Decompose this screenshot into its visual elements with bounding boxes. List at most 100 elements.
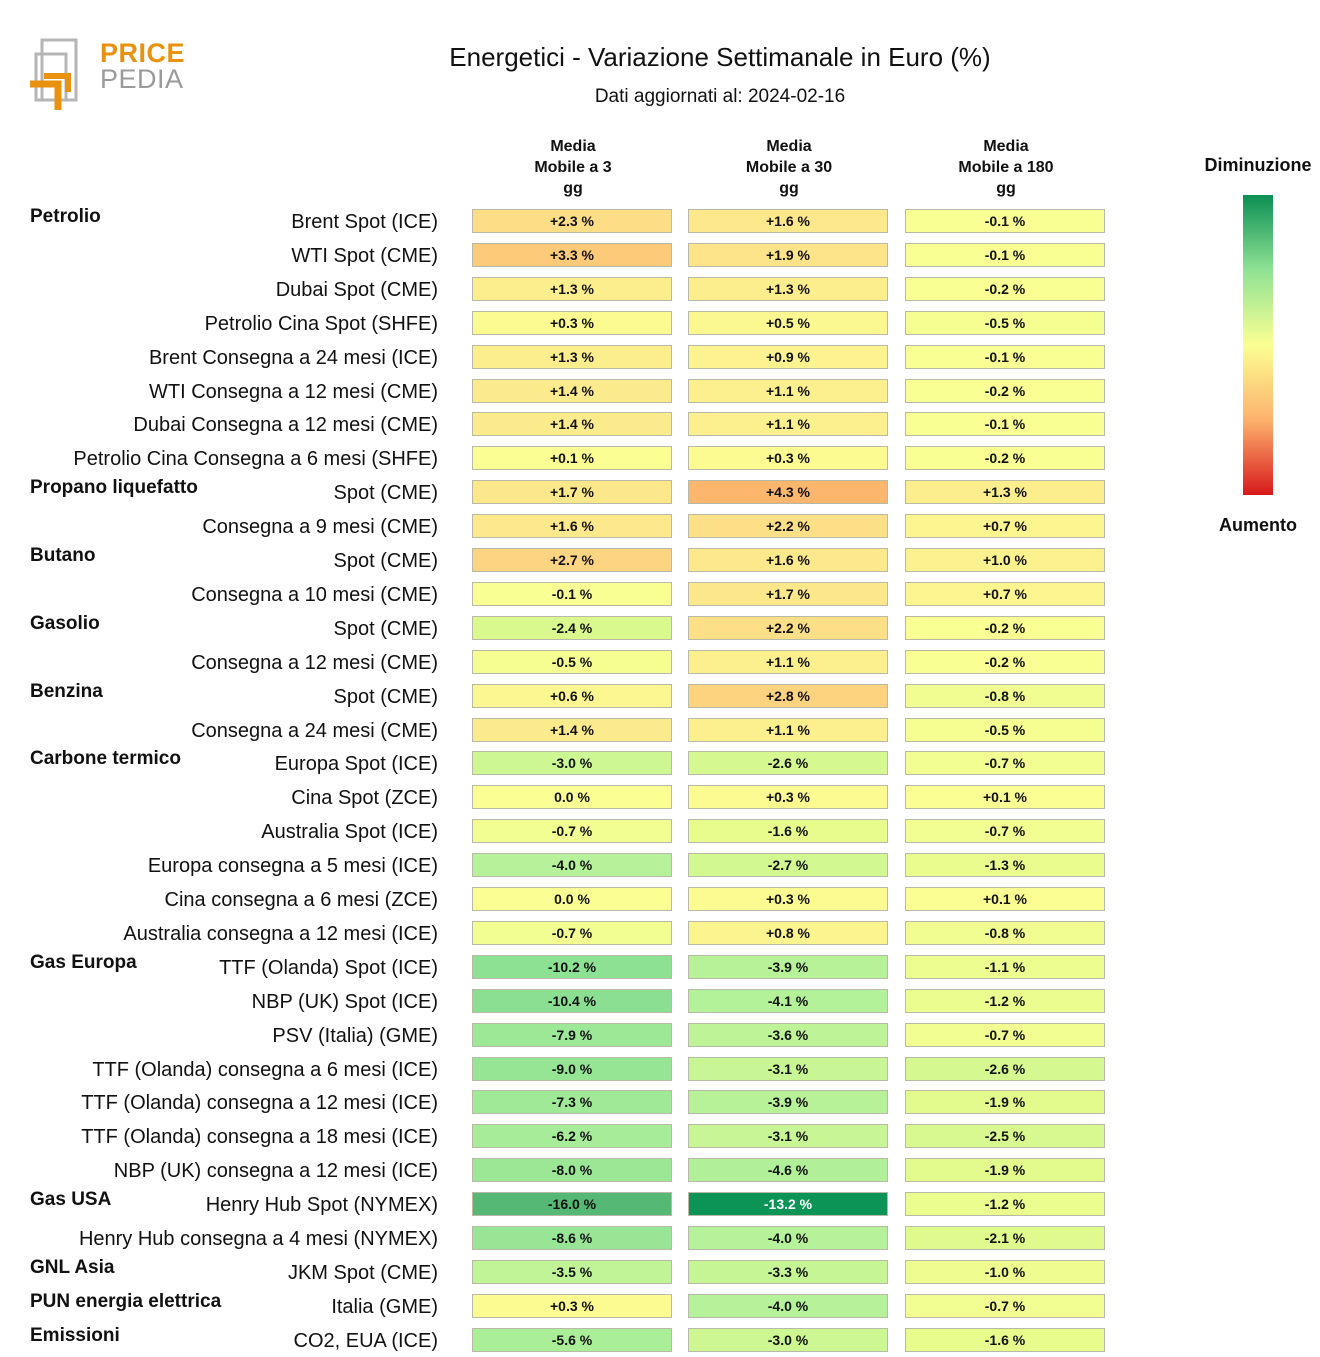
heatmap-cell: +1.3 % <box>472 276 672 301</box>
column-header-30gg: Media Mobile a 30 gg <box>688 136 890 199</box>
row-label: Cina Spot (ZCE) <box>291 787 438 810</box>
heatmap-cell: -6.2 % <box>472 1124 672 1149</box>
column-header-line: Media <box>766 138 812 155</box>
heatmap-cell: -3.5 % <box>472 1259 672 1284</box>
heatmap-cell: -0.5 % <box>905 310 1105 335</box>
heatmap-cell: -7.3 % <box>472 1090 672 1115</box>
heatmap-cell: -2.6 % <box>905 1056 1105 1081</box>
heatmap-cell: +1.1 % <box>688 412 888 437</box>
heatmap-cell: +1.3 % <box>905 480 1105 505</box>
heatmap-cell: -1.0 % <box>905 1259 1105 1284</box>
heatmap-cell: -0.1 % <box>905 209 1105 233</box>
heatmap-cell: +1.1 % <box>688 649 888 674</box>
heatmap-cell: +2.7 % <box>472 548 672 572</box>
legend-top-label: Diminuzione <box>1204 155 1312 175</box>
heatmap-cell: -1.3 % <box>905 853 1105 878</box>
row-label: Spot (CME) <box>333 685 438 708</box>
heatmap-cell: -3.1 % <box>688 1124 888 1149</box>
row-label: Brent Consegna a 24 mesi (ICE) <box>148 346 438 369</box>
row-label: TTF (Olanda) Spot (ICE) <box>219 956 438 979</box>
heatmap-cell: -2.7 % <box>688 853 888 878</box>
heatmap-cell: -0.2 % <box>905 649 1105 674</box>
heatmap-cell: -0.8 % <box>905 920 1105 945</box>
heatmap-cell: +0.3 % <box>472 1293 672 1318</box>
heatmap-cell: -0.7 % <box>472 920 672 945</box>
heatmap-cell: +1.0 % <box>905 548 1105 572</box>
heatmap-cell: +1.4 % <box>472 717 672 742</box>
heatmap-cell: -0.7 % <box>472 819 672 844</box>
row-label: Brent Spot (ICE) <box>291 211 438 233</box>
heatmap-cell: +4.3 % <box>688 480 888 505</box>
group-label: Carbone termico <box>30 748 181 770</box>
heatmap-cell: +1.6 % <box>472 514 672 539</box>
group-label: GNL Asia <box>30 1256 115 1278</box>
row-label: Consegna a 24 mesi (CME) <box>191 719 438 742</box>
heatmap-cell: -3.9 % <box>688 954 888 979</box>
group-label: Butano <box>30 545 96 566</box>
row-label: WTI Spot (CME) <box>291 244 438 267</box>
heatmap-cell: +1.4 % <box>472 412 672 437</box>
heatmap-cell: -1.2 % <box>905 988 1105 1013</box>
heatmap-cell: +0.1 % <box>905 785 1105 810</box>
heatmap-cell: -0.1 % <box>905 412 1105 437</box>
heatmap-cell: -0.7 % <box>905 819 1105 844</box>
legend-bottom-label: Aumento <box>1219 515 1297 535</box>
chart-subtitle: Dati aggiornati al: 2024-02-16 <box>594 86 846 107</box>
row-label: Dubai Spot (CME) <box>275 278 438 301</box>
heatmap-cell: -1.1 % <box>905 954 1105 979</box>
heatmap-cell: +0.9 % <box>688 344 888 369</box>
group-label: Petrolio <box>30 206 101 227</box>
heatmap-cell: -4.1 % <box>688 988 888 1013</box>
pricepedia-logo: PRICE PEDIA <box>28 36 188 112</box>
heatmap-cell: -0.5 % <box>472 649 672 674</box>
row-label: Henry Hub consegna a 4 mesi (NYMEX) <box>78 1228 438 1250</box>
heatmap-cell: +1.1 % <box>688 717 888 742</box>
heatmap-cell: -3.0 % <box>688 1327 888 1352</box>
heatmap-cell: -0.7 % <box>905 751 1105 776</box>
heatmap-cell: -1.6 % <box>905 1327 1105 1352</box>
heatmap-cell: -0.2 % <box>905 615 1105 640</box>
heatmap-cell: -8.6 % <box>472 1226 672 1250</box>
heatmap-cell: -4.6 % <box>688 1158 888 1183</box>
legend-color-bar <box>1243 195 1273 495</box>
row-label: TTF (Olanda) consegna a 18 mesi (ICE) <box>81 1126 438 1149</box>
heatmap-cell: -0.1 % <box>905 344 1105 369</box>
heatmap-cell: -1.6 % <box>688 819 888 844</box>
heatmap-cell: +1.3 % <box>472 344 672 369</box>
row-label: Consegna a 9 mesi (CME) <box>202 516 438 539</box>
heatmap-cell: +1.7 % <box>472 480 672 505</box>
heatmap-cell: +0.7 % <box>905 581 1105 606</box>
group-label: Emissioni <box>30 1324 120 1346</box>
heatmap-cell: -0.1 % <box>472 581 672 606</box>
logo-price-text: PRICE <box>100 38 186 68</box>
heatmap-cell: -4.0 % <box>688 1226 888 1250</box>
heatmap-cell: -1.9 % <box>905 1158 1105 1183</box>
row-label: JKM Spot (CME) <box>287 1261 438 1284</box>
heatmap-cell: -0.5 % <box>905 717 1105 742</box>
row-label: Australia consegna a 12 mesi (ICE) <box>123 922 438 945</box>
row-label: Europa consegna a 5 mesi (ICE) <box>147 855 438 878</box>
heatmap-cell: +0.7 % <box>905 514 1105 539</box>
row-label: Spot (CME) <box>333 482 438 505</box>
heatmap-cell: +0.1 % <box>472 446 672 471</box>
heatmap-cell: -2.6 % <box>688 751 888 776</box>
heatmap-cell: +0.3 % <box>472 310 672 335</box>
heatmap-cell: -10.4 % <box>472 988 672 1013</box>
heatmap-cell: +1.1 % <box>688 378 888 403</box>
heatmap-cell: +0.6 % <box>472 683 672 708</box>
row-label: CO2, EUA (ICE) <box>293 1329 438 1352</box>
column-header-line: Mobile a 180 <box>958 159 1054 176</box>
heatmap-cell: -7.9 % <box>472 1022 672 1047</box>
column-header-line: Media <box>550 138 596 155</box>
row-label: Consegna a 12 mesi (CME) <box>191 651 438 674</box>
heatmap-cell: 0.0 % <box>472 887 672 911</box>
heatmap-cell: +1.7 % <box>688 581 888 606</box>
group-label: Benzina <box>30 680 103 702</box>
heatmap-cell: -4.0 % <box>472 853 672 878</box>
column-header-line: gg <box>563 180 583 197</box>
row-label: Consegna a 10 mesi (CME) <box>191 583 438 606</box>
heatmap-cell: +2.3 % <box>472 209 672 233</box>
heatmap-cell: -16.0 % <box>472 1192 672 1217</box>
row-label: Italia (GME) <box>331 1295 438 1318</box>
heatmap-cell: -9.0 % <box>472 1056 672 1081</box>
